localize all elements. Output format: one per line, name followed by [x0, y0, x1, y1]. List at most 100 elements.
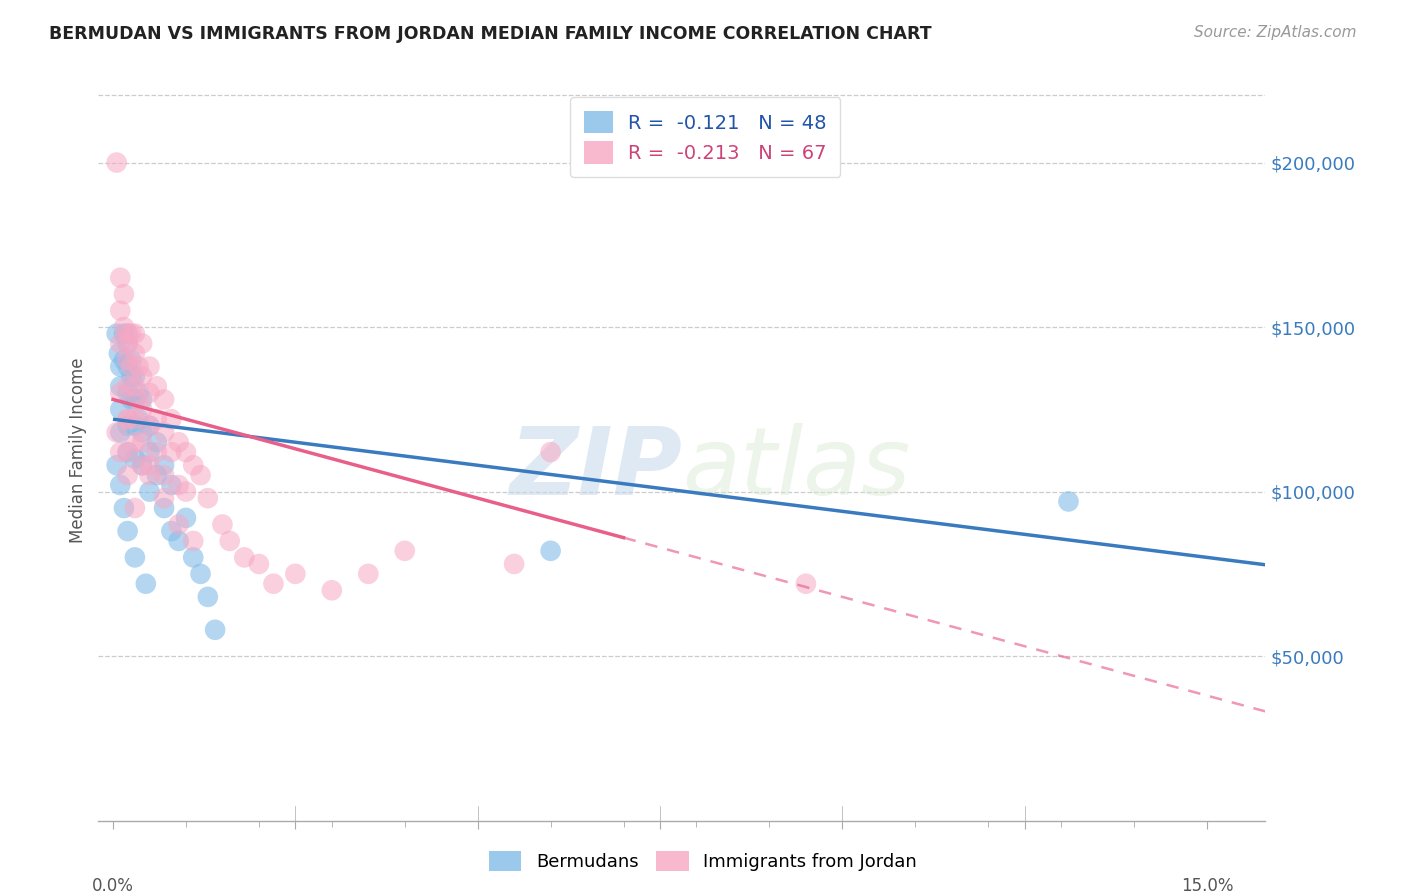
- Point: [131, 425, 153, 440]
- Point: [204, 623, 226, 637]
- Point: [124, 412, 146, 426]
- Point: [190, 566, 212, 581]
- Point: [120, 359, 142, 374]
- Point: [120, 353, 142, 368]
- Point: [112, 501, 135, 516]
- Point: [146, 435, 169, 450]
- Point: [117, 524, 139, 538]
- Point: [284, 566, 307, 581]
- Point: [105, 458, 128, 473]
- Point: [108, 346, 131, 360]
- Point: [117, 468, 139, 483]
- Point: [124, 369, 146, 384]
- Point: [117, 412, 139, 426]
- Point: [181, 458, 204, 473]
- Y-axis label: Median Family Income: Median Family Income: [69, 358, 87, 543]
- Point: [794, 576, 817, 591]
- Point: [321, 583, 343, 598]
- Point: [117, 353, 139, 368]
- Point: [174, 445, 197, 459]
- Point: [112, 287, 135, 301]
- Point: [153, 491, 176, 505]
- Point: [153, 468, 176, 483]
- Point: [110, 385, 132, 400]
- Legend: Bermudans, Immigrants from Jordan: Bermudans, Immigrants from Jordan: [482, 844, 924, 879]
- Point: [135, 576, 157, 591]
- Legend: R =  -0.121   N = 48, R =  -0.213   N = 67: R = -0.121 N = 48, R = -0.213 N = 67: [569, 97, 841, 178]
- Point: [110, 336, 132, 351]
- Point: [124, 379, 146, 393]
- Point: [247, 557, 270, 571]
- Point: [128, 392, 150, 407]
- Point: [117, 326, 139, 341]
- Point: [128, 412, 150, 426]
- Point: [110, 303, 132, 318]
- Point: [124, 326, 146, 341]
- Point: [160, 478, 183, 492]
- Point: [131, 458, 153, 473]
- Point: [138, 445, 160, 459]
- Text: 15.0%: 15.0%: [1181, 877, 1233, 892]
- Point: [110, 359, 132, 374]
- Point: [105, 425, 128, 440]
- Point: [124, 501, 146, 516]
- Point: [110, 425, 132, 440]
- Point: [128, 359, 150, 374]
- Point: [105, 155, 128, 169]
- Point: [262, 576, 284, 591]
- Point: [233, 550, 256, 565]
- Point: [117, 336, 139, 351]
- Point: [124, 418, 146, 433]
- Point: [131, 336, 153, 351]
- Point: [112, 320, 135, 334]
- Point: [128, 385, 150, 400]
- Point: [160, 524, 183, 538]
- Point: [138, 418, 160, 433]
- Point: [124, 451, 146, 466]
- Point: [110, 379, 132, 393]
- Point: [110, 445, 132, 459]
- Point: [124, 550, 146, 565]
- Point: [190, 468, 212, 483]
- Point: [138, 468, 160, 483]
- Point: [167, 517, 190, 532]
- Point: [153, 458, 176, 473]
- Point: [146, 445, 169, 459]
- Point: [174, 511, 197, 525]
- Point: [540, 544, 562, 558]
- Point: [138, 359, 160, 374]
- Point: [394, 544, 416, 558]
- Point: [112, 326, 135, 341]
- Point: [146, 468, 169, 483]
- Point: [153, 392, 176, 407]
- Point: [124, 435, 146, 450]
- Point: [197, 590, 219, 604]
- Point: [117, 445, 139, 459]
- Point: [110, 478, 132, 492]
- Point: [117, 336, 139, 351]
- Point: [131, 402, 153, 417]
- Point: [503, 557, 526, 571]
- Point: [120, 369, 142, 384]
- Point: [138, 385, 160, 400]
- Point: [131, 392, 153, 407]
- Point: [167, 435, 190, 450]
- Point: [181, 533, 204, 548]
- Point: [167, 478, 190, 492]
- Point: [153, 501, 176, 516]
- Point: [120, 392, 142, 407]
- Text: atlas: atlas: [682, 424, 910, 515]
- Point: [120, 326, 142, 341]
- Point: [131, 458, 153, 473]
- Text: BERMUDAN VS IMMIGRANTS FROM JORDAN MEDIAN FAMILY INCOME CORRELATION CHART: BERMUDAN VS IMMIGRANTS FROM JORDAN MEDIA…: [49, 25, 932, 43]
- Point: [160, 412, 183, 426]
- Point: [138, 418, 160, 433]
- Text: 0.0%: 0.0%: [91, 877, 134, 892]
- Point: [146, 412, 169, 426]
- Point: [197, 491, 219, 505]
- Point: [138, 484, 160, 499]
- Point: [117, 445, 139, 459]
- Point: [110, 270, 132, 285]
- Point: [124, 392, 146, 407]
- Text: Source: ZipAtlas.com: Source: ZipAtlas.com: [1194, 25, 1357, 40]
